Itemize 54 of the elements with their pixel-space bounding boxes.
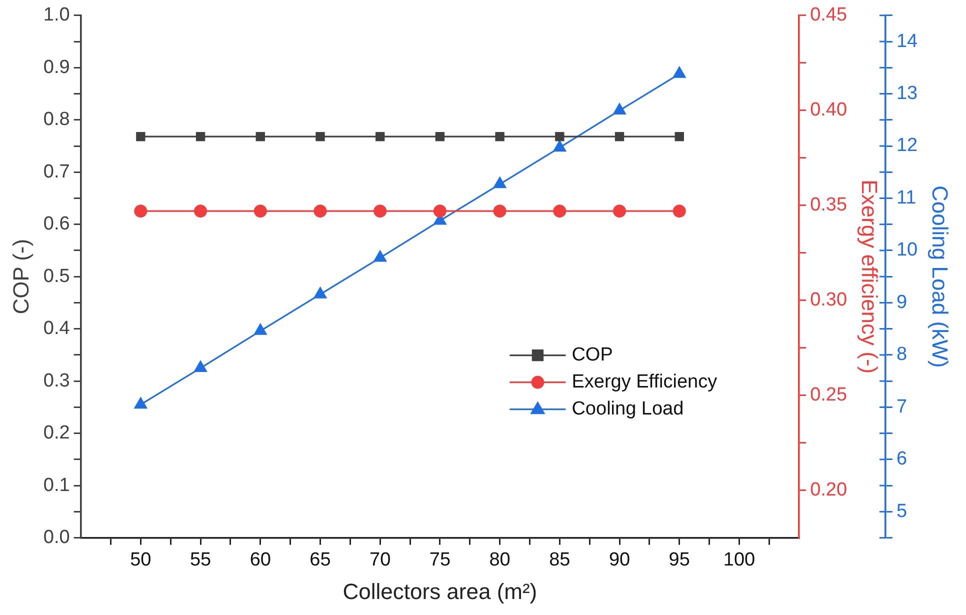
legend-label: COP bbox=[572, 344, 613, 366]
y-tick-label: 0.3 bbox=[43, 370, 70, 392]
x-tick-label: 55 bbox=[190, 549, 212, 570]
y3-tick-label: 8 bbox=[896, 344, 908, 366]
y-tick-label: 0.7 bbox=[43, 161, 70, 182]
y-tick-label: 0.6 bbox=[43, 214, 70, 235]
y3-tick-label: 7 bbox=[896, 396, 908, 418]
x-tick-label: 85 bbox=[549, 549, 570, 570]
point bbox=[134, 396, 148, 409]
x-tick-label: 65 bbox=[310, 549, 331, 570]
y2-tick-label: 0.30 bbox=[810, 290, 848, 311]
y3-tick-label: 6 bbox=[896, 448, 908, 470]
y3-tick-label: 11 bbox=[896, 187, 916, 208]
point bbox=[373, 250, 388, 262]
x-tick-label: 60 bbox=[250, 549, 271, 570]
y-tick-label: 0.0 bbox=[43, 527, 70, 548]
y-tick-label: 0.9 bbox=[43, 56, 70, 78]
y3-tick-label: 10 bbox=[896, 240, 918, 261]
point bbox=[612, 102, 626, 114]
point bbox=[492, 176, 507, 188]
y2-tick-label: 0.45 bbox=[810, 4, 848, 26]
legend-label: Cooling Load bbox=[572, 398, 684, 420]
y-tick-label: 0.1 bbox=[43, 474, 70, 496]
y2-axis-title: Exergy efficiency (-) bbox=[857, 180, 882, 374]
x-tick-label: 70 bbox=[370, 549, 391, 570]
point bbox=[253, 322, 268, 335]
y2-tick-label: 0.35 bbox=[810, 194, 848, 216]
y-tick-label: 0.5 bbox=[43, 266, 70, 287]
x-tick-label: 75 bbox=[429, 549, 451, 570]
y-tick-label: 0.8 bbox=[43, 109, 70, 130]
point bbox=[672, 66, 686, 78]
y3-tick-label: 14 bbox=[896, 30, 918, 52]
x-tick-label: 50 bbox=[130, 549, 152, 570]
y-axis-title: COP (-) bbox=[8, 238, 34, 314]
y3-tick-label: 12 bbox=[896, 135, 918, 156]
x-axis-title: Collectors area (m²) bbox=[342, 578, 538, 604]
y-tick-label: 1.0 bbox=[43, 4, 70, 26]
y3-axis-title: Cooling Load (kW) bbox=[928, 186, 953, 368]
legend-label: Exergy Efficiency bbox=[572, 372, 718, 393]
y-tick-label: 0.4 bbox=[43, 318, 70, 340]
point bbox=[313, 286, 328, 298]
x-tick-label: 95 bbox=[668, 549, 690, 570]
point bbox=[194, 360, 208, 372]
y2-tick-label: 0.40 bbox=[810, 100, 848, 121]
y3-tick-label: 5 bbox=[896, 500, 908, 522]
y2-tick-label: 0.25 bbox=[810, 384, 848, 406]
y2-tick-label: 0.20 bbox=[810, 480, 848, 501]
y3-tick-label: 13 bbox=[896, 82, 918, 104]
y3-tick-label: 9 bbox=[896, 292, 908, 313]
point bbox=[552, 140, 567, 152]
x-tick-label: 80 bbox=[489, 549, 510, 570]
x-tick-label: 100 bbox=[723, 549, 756, 570]
x-tick-label: 90 bbox=[608, 549, 630, 570]
y-tick-label: 0.2 bbox=[43, 422, 70, 444]
